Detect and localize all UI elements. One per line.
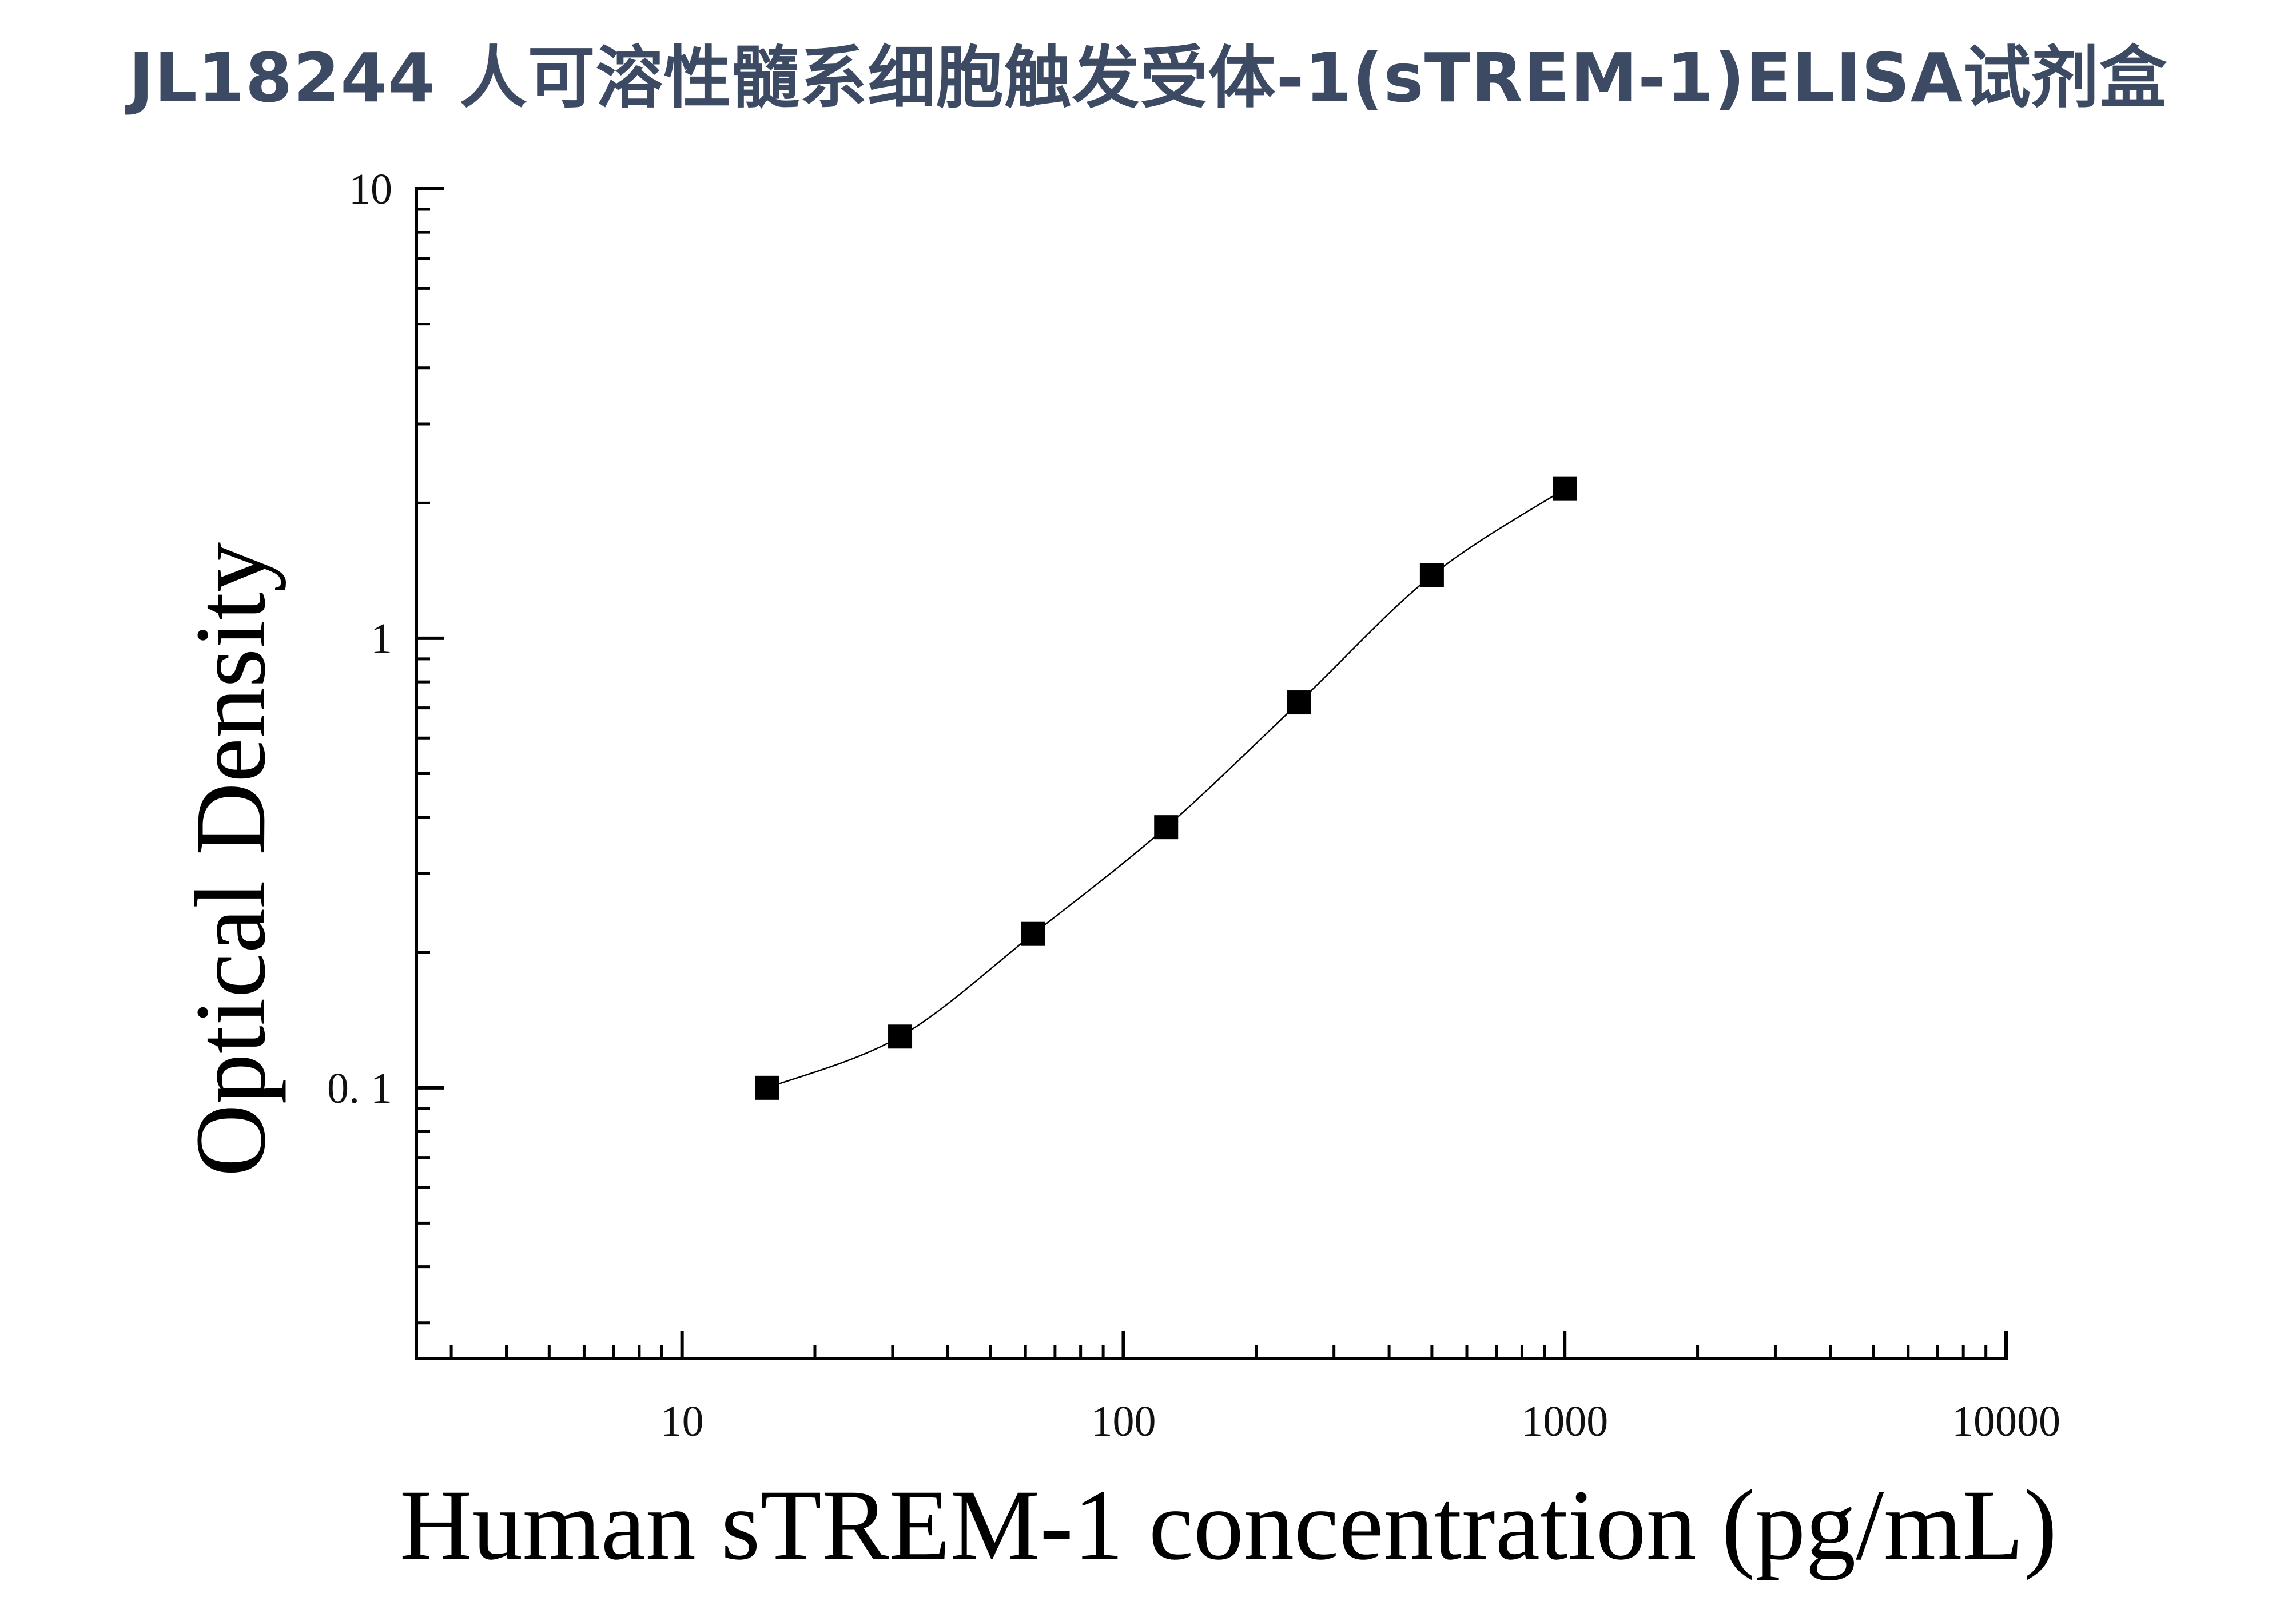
data-point — [1287, 690, 1311, 715]
x-tick-label: 1000 — [1521, 1397, 1608, 1445]
y-tick-label: 10 — [349, 165, 392, 213]
major-ticks — [416, 187, 2008, 1358]
y-tick-label: 1 — [371, 615, 392, 663]
minor-ticks — [416, 208, 1988, 1358]
x-tick-label: 10 — [660, 1397, 704, 1445]
x-tick-label: 100 — [1091, 1397, 1156, 1445]
x-tick-label: 10000 — [1952, 1397, 2060, 1445]
data-points — [755, 476, 1577, 1100]
data-point — [755, 1075, 779, 1100]
tick-labels: 10 100 1000 10000 10 1 0. 1 — [327, 165, 2060, 1445]
x-axis-title: Human sTREM-1 concentration (pg/mL) — [400, 1469, 2057, 1581]
data-point — [1553, 476, 1577, 501]
data-point — [1021, 921, 1045, 946]
data-point — [1419, 563, 1444, 587]
data-point — [1154, 815, 1179, 840]
fit-curve — [767, 488, 1565, 1088]
y-tick-label: 0. 1 — [327, 1064, 392, 1113]
chart-title: JL18244 人可溶性髓系细胞触发受体-1(sTREM-1)ELISA试剂盒 — [128, 38, 2168, 117]
data-point — [888, 1024, 913, 1049]
y-axis-title: Optical Density — [175, 542, 286, 1177]
